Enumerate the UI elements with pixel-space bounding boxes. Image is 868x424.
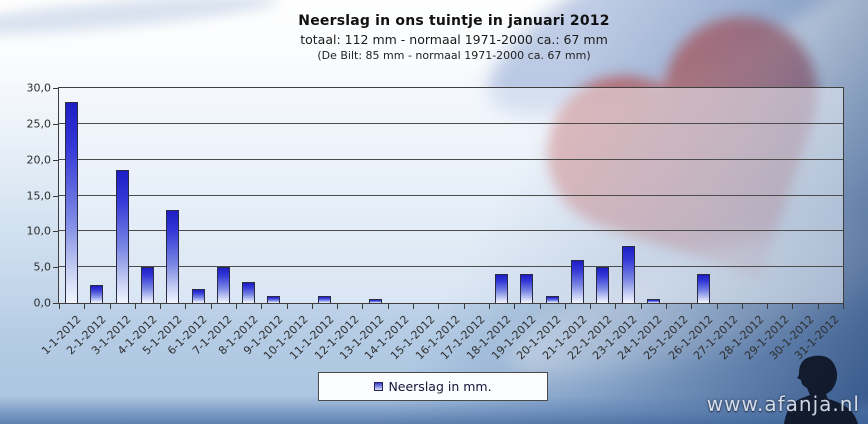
x-tick [236, 303, 238, 309]
x-tick [134, 303, 136, 309]
x-tick [261, 303, 263, 309]
x-tick [59, 303, 60, 309]
y-axis-label: 25,0 [26, 117, 52, 131]
gridline [59, 266, 843, 268]
x-tick [843, 303, 844, 309]
x-tick [286, 303, 288, 309]
chart-subtitle: totaal: 112 mm - normaal 1971-2000 ca.: … [300, 32, 608, 47]
x-tick [413, 303, 415, 309]
x-tick [387, 303, 389, 309]
chart-note: (De Bilt: 85 mm - normaal 1971-2000 ca. … [317, 49, 591, 62]
y-axis-label: 30,0 [26, 81, 52, 95]
gridline [59, 158, 843, 160]
bar-3-1-2012 [115, 170, 129, 303]
bar-1-1-2012 [65, 102, 79, 303]
y-axis-label: 20,0 [26, 153, 52, 167]
bar-8-1-2012 [242, 281, 256, 303]
bar-2-1-2012 [90, 285, 104, 303]
x-tick [767, 303, 769, 309]
x-tick [564, 303, 566, 309]
bar-20-1-2012 [545, 295, 559, 303]
bar-19-1-2012 [520, 274, 534, 303]
x-tick [792, 303, 794, 309]
x-tick [665, 303, 667, 309]
bar-11-1-2012 [318, 295, 332, 303]
x-tick [362, 303, 364, 309]
y-axis-label: 0,0 [33, 296, 52, 310]
x-tick [210, 303, 212, 309]
plot-area [58, 87, 844, 304]
bar-18-1-2012 [495, 274, 509, 303]
bar-7-1-2012 [216, 267, 230, 303]
title-block: Neerslag in ons tuintje in januari 2012 … [40, 13, 868, 62]
x-tick [185, 303, 187, 309]
bar-23-1-2012 [621, 245, 635, 303]
person-silhouette [784, 355, 858, 424]
y-axis-label: 10,0 [26, 224, 52, 238]
x-tick [640, 303, 642, 309]
bar-6-1-2012 [191, 288, 205, 303]
y-axis-label: 5,0 [33, 260, 52, 274]
y-tick [53, 303, 58, 304]
watermark-text: www.afanja.nl [706, 392, 860, 416]
gridline [59, 194, 843, 196]
x-tick [691, 303, 693, 309]
x-tick [438, 303, 440, 309]
x-tick [84, 303, 86, 309]
chart-title: Neerslag in ons tuintje in januari 2012 [298, 13, 610, 29]
legend: Neerslag in mm. [318, 372, 548, 401]
y-axis-label: 15,0 [26, 189, 52, 202]
bar-22-1-2012 [596, 267, 610, 303]
x-tick [817, 303, 819, 309]
y-tick [53, 231, 58, 233]
bar-9-1-2012 [267, 295, 281, 303]
y-tick [53, 88, 58, 89]
x-tick [337, 303, 339, 309]
x-tick [716, 303, 718, 309]
x-tick [109, 303, 111, 309]
gridline [59, 230, 843, 232]
bar-26-1-2012 [697, 274, 711, 303]
bar-21-1-2012 [570, 260, 584, 303]
x-tick [590, 303, 592, 309]
legend-label: Neerslag in mm. [388, 379, 492, 394]
y-tick [53, 267, 58, 269]
x-tick [514, 303, 516, 309]
y-tick [53, 123, 58, 125]
x-tick [741, 303, 743, 309]
x-tick [311, 303, 313, 309]
x-tick [615, 303, 617, 309]
x-tick [160, 303, 162, 309]
bar-4-1-2012 [141, 267, 155, 303]
gridline [59, 122, 843, 124]
legend-marker-icon [374, 382, 384, 391]
y-tick [53, 159, 58, 161]
y-tick [53, 195, 58, 197]
bar-13-1-2012 [368, 299, 382, 303]
x-tick [463, 303, 465, 309]
bar-5-1-2012 [166, 209, 180, 303]
x-tick [539, 303, 541, 309]
bar-24-1-2012 [646, 299, 660, 303]
x-tick [488, 303, 490, 309]
